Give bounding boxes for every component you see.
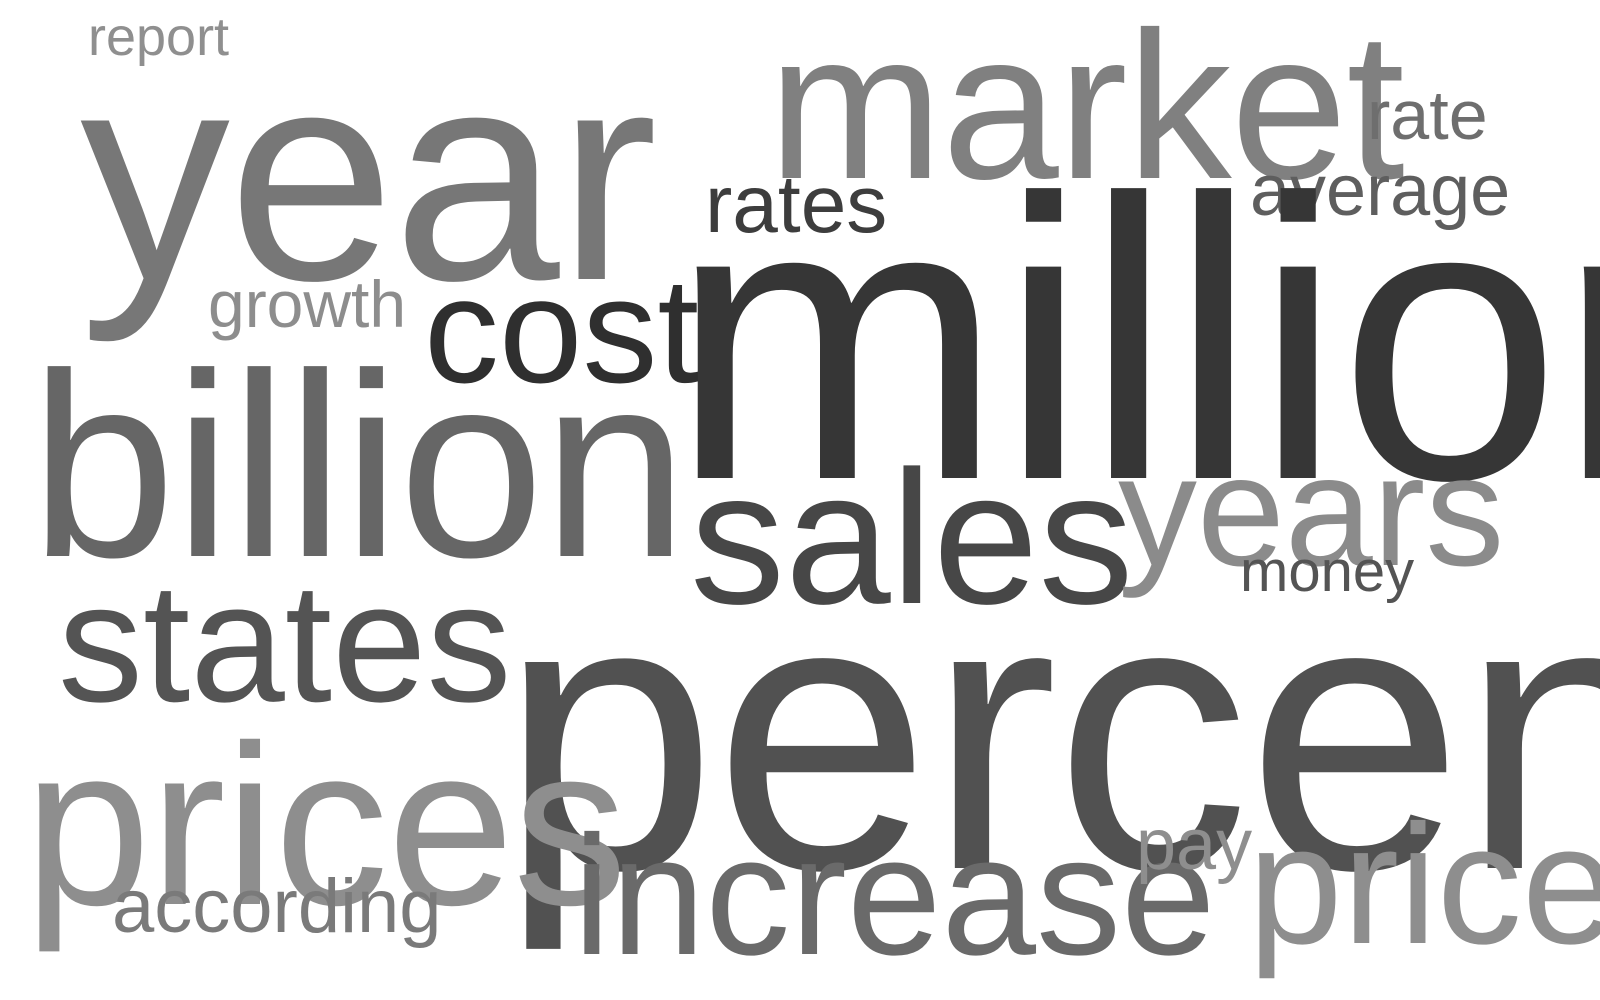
- word-average: average: [1250, 151, 1511, 231]
- word-growth: growth: [208, 267, 407, 341]
- word-market: market: [768, 0, 1405, 223]
- word-years: years: [1118, 423, 1505, 599]
- word-million: million: [670, 116, 1600, 563]
- word-sales: sales: [690, 432, 1134, 644]
- word-price: price: [1248, 790, 1600, 980]
- word-pay: pay: [1136, 805, 1253, 885]
- word-cost: cost: [424, 246, 700, 414]
- word-billion: billion: [30, 319, 688, 612]
- word-year: year: [80, 7, 658, 343]
- word-money: money: [1240, 539, 1415, 604]
- word-states: states: [58, 548, 512, 738]
- word-percent: percent: [500, 515, 1600, 951]
- word-rates: rates: [705, 159, 888, 250]
- word-according: according: [112, 864, 442, 949]
- word-prices: prices: [24, 699, 627, 953]
- word-report: report: [88, 7, 230, 67]
- word-rate: rate: [1367, 76, 1488, 154]
- word-increase: increase: [573, 801, 1216, 991]
